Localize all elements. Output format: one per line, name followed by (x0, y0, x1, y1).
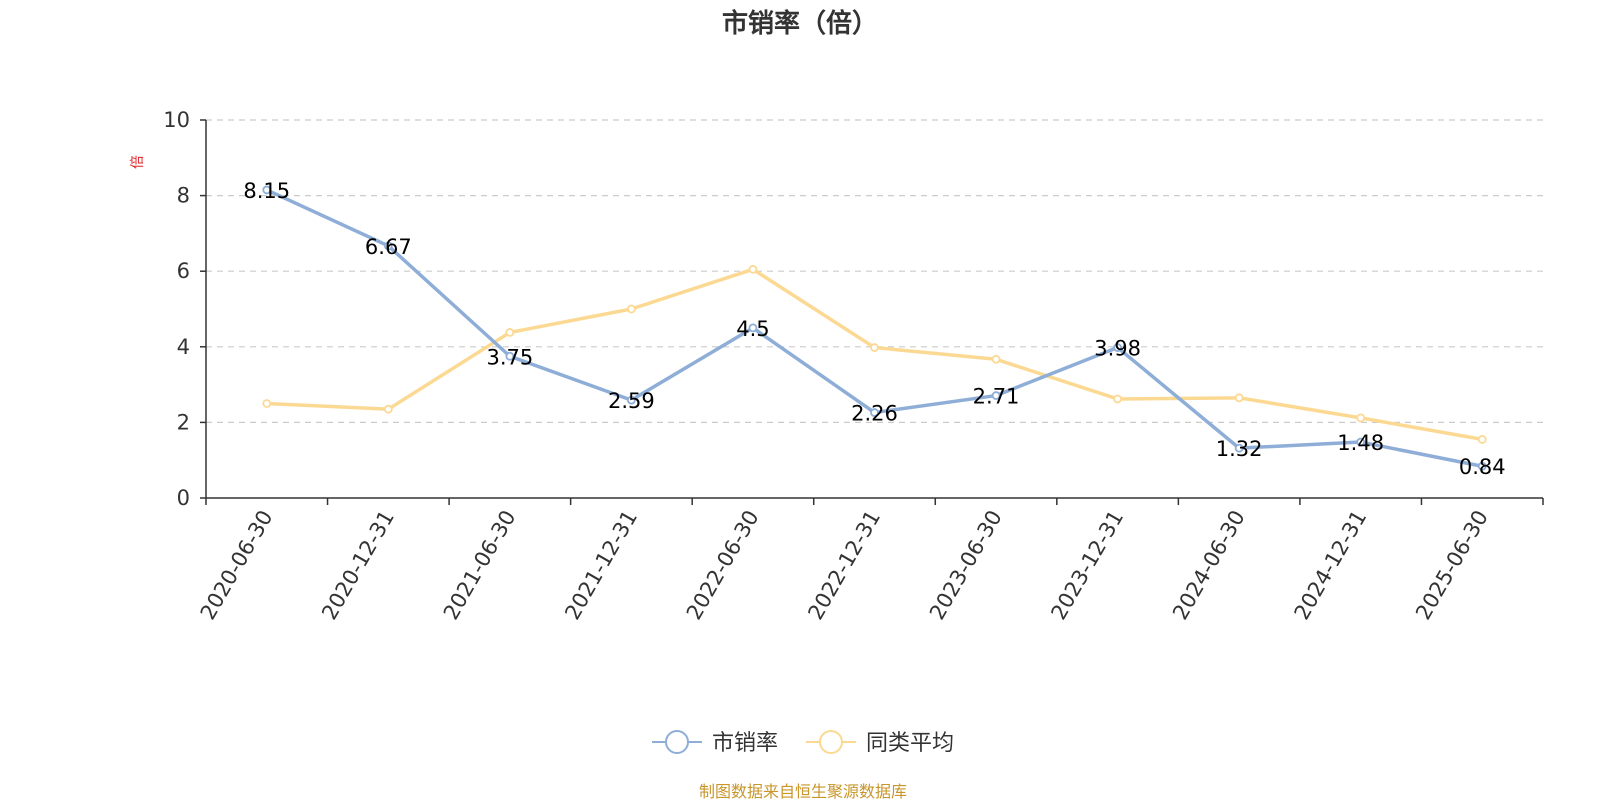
data-point (627, 304, 636, 314)
data-label: 3.75 (486, 345, 533, 369)
x-tick-label: 2024-12-31 (1290, 506, 1372, 624)
y-tick-label: 4 (177, 335, 190, 359)
data-label: 4.5 (736, 317, 769, 341)
y-tick-label: 0 (177, 486, 190, 510)
y-tick-label: 2 (177, 410, 190, 434)
data-point (627, 395, 636, 405)
y-tick-label: 10 (163, 108, 190, 132)
x-tick-label: 2020-06-30 (196, 506, 278, 624)
data-label: 1.32 (1216, 437, 1263, 461)
data-label: 0.84 (1459, 455, 1506, 479)
data-label: 2.71 (973, 385, 1020, 409)
chart-title: 市销率（倍） (722, 8, 878, 39)
source-note: 制图数据来自恒生聚源数据库 (699, 782, 907, 800)
data-point (1477, 461, 1487, 471)
y-ticks: 0 2 4 6 8 10 (163, 108, 206, 510)
data-label: 2.26 (851, 402, 898, 426)
x-tick-label: 2021-12-31 (560, 506, 642, 624)
data-point (991, 354, 1001, 364)
series (262, 185, 1487, 471)
legend-marker (665, 730, 689, 754)
data-point (1234, 393, 1244, 403)
data-point (1477, 435, 1487, 444)
y-tick-label: 6 (177, 259, 190, 283)
x-tick-label: 2024-06-30 (1168, 506, 1250, 624)
legend-marker (819, 730, 843, 754)
x-tick-label: 2021-06-30 (439, 506, 521, 624)
data-label: 8.15 (243, 179, 290, 203)
legend-item[interactable]: 同类平均 (806, 730, 954, 756)
legend: 市销率 同类平均 (652, 730, 954, 756)
series-1 (262, 264, 1487, 444)
data-point (870, 343, 879, 352)
x-tick-label: 2023-12-31 (1046, 506, 1128, 624)
data-point (505, 328, 515, 337)
data-point (748, 264, 758, 274)
x-tick-label: 2022-06-30 (682, 506, 764, 624)
data-point (1234, 443, 1244, 453)
data-label: 3.98 (1094, 337, 1141, 361)
x-tick-label: 2020-12-31 (317, 506, 399, 624)
data-label: 1.48 (1337, 431, 1384, 455)
data-point (1113, 394, 1122, 404)
legend-label: 同类平均 (866, 731, 954, 756)
axes (205, 120, 1543, 499)
y-axis-label: 倍 (130, 155, 146, 169)
data-point (262, 399, 272, 408)
data-label: 6.67 (365, 235, 412, 259)
x-tick-label: 2023-06-30 (925, 506, 1007, 624)
data-point (505, 351, 515, 361)
data-label: 2.59 (608, 389, 655, 413)
data-point (383, 241, 393, 251)
x-ticks: 2020-06-30 2020-12-31 2021-06-30 2021-12-31… (196, 498, 1544, 624)
data-point (383, 404, 393, 414)
series-0 (262, 185, 1487, 471)
data-point (1356, 437, 1366, 447)
data-point (1113, 343, 1122, 352)
data-point (991, 391, 1001, 400)
data-point (748, 323, 758, 333)
legend-label: 市销率 (712, 731, 778, 756)
data-point (262, 185, 272, 195)
x-tick-label: 2025-06-30 (1411, 506, 1493, 624)
data-labels: 8.15 6.67 3.75 2.59 4.5 2.26 2.71 3.98 1.32 1.48 0… (243, 179, 1505, 479)
data-point (1356, 413, 1366, 423)
data-point (870, 408, 879, 417)
y-tick-label: 8 (177, 184, 190, 208)
x-tick-label: 2022-12-31 (803, 506, 885, 624)
legend-item[interactable]: 市销率 (652, 730, 778, 756)
grid-lines (206, 119, 1543, 423)
